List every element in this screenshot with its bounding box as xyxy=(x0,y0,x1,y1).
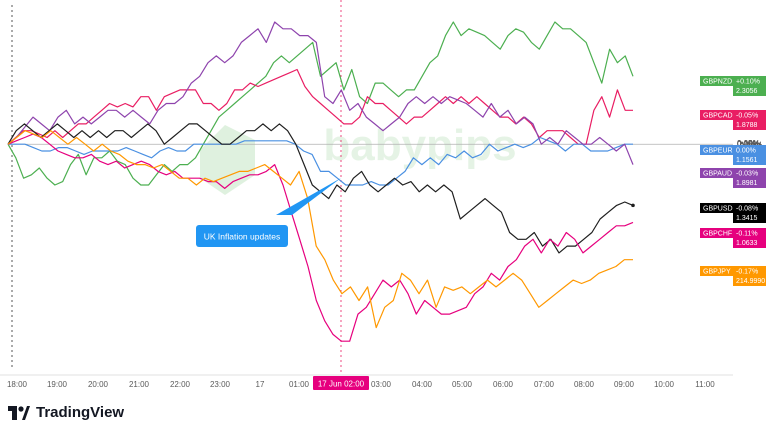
y-tick-label: 0.05% xyxy=(737,140,760,149)
series-label-value-box xyxy=(733,228,766,248)
x-tick-label: 21:00 xyxy=(129,380,150,389)
x-tick-label: 17 xyxy=(256,380,265,389)
watermark-text: babypips xyxy=(323,121,516,170)
series-line-gbpusd xyxy=(7,123,634,254)
series-label-name-box xyxy=(700,203,733,213)
annotation-pointer xyxy=(276,178,341,215)
x-tick-label: 03:00 xyxy=(371,380,392,389)
x-tick-label: 11:00 xyxy=(695,380,715,389)
series-label-price: 2.3056 xyxy=(736,88,758,95)
series-label-change: -0.11% xyxy=(736,231,758,238)
series-label-price: 1.1561 xyxy=(736,157,758,164)
tradingview-brand[interactable]: TradingView xyxy=(8,404,124,421)
series-label-name: GBPAUD xyxy=(703,171,732,178)
series-label-name: GBPCAD xyxy=(703,113,733,120)
series-label-name-box xyxy=(700,266,733,276)
series-label-name-box xyxy=(700,76,733,86)
series-label-name-box xyxy=(700,228,733,238)
series-label-name-box xyxy=(700,168,733,178)
series-line-gbpchf xyxy=(7,133,634,342)
x-tick-label: 20:00 xyxy=(88,380,109,389)
series-label-name: GBPEUR xyxy=(703,148,733,155)
x-tick-label: 10:00 xyxy=(654,380,675,389)
y-tick-label: 0.15% xyxy=(737,139,760,148)
series-line-gbpcad xyxy=(7,68,633,145)
x-tick-label: 09:00 xyxy=(614,380,635,389)
series-end-dot xyxy=(631,203,635,208)
x-tick-label: 18:00 xyxy=(7,380,28,389)
brand-name: TradingView xyxy=(36,404,125,421)
tradingview-logo-icon xyxy=(8,405,30,420)
series-label-value-box xyxy=(733,76,766,96)
series-label-price: 1.8788 xyxy=(736,122,758,129)
series-label-value-box xyxy=(733,266,766,286)
series-label-price: 1.0633 xyxy=(736,240,758,247)
x-tick-label: 01:00 xyxy=(289,380,310,389)
series-label-name: GBPJPY xyxy=(703,269,731,276)
x-tick-label: 08:00 xyxy=(574,380,595,389)
series-line-gbpaud xyxy=(7,21,634,165)
x-tick-label: 04:00 xyxy=(412,380,433,389)
y-tick-label: 0.00% xyxy=(737,140,760,149)
series-label-change: -0.17% xyxy=(736,269,758,276)
series-label-price: 1.8981 xyxy=(736,180,758,187)
x-tick-label: 05:00 xyxy=(452,380,473,389)
series-label-name: GBPNZD xyxy=(703,79,732,86)
event-marker-badge xyxy=(313,376,369,390)
x-tick-label: 22:00 xyxy=(170,380,191,389)
annotation-text: UK Inflation updates xyxy=(204,232,281,242)
x-tick-label: 07:00 xyxy=(534,380,555,389)
series-label-change: -0.03% xyxy=(736,171,758,178)
series-label-change: 0.00% xyxy=(736,148,756,155)
series-line-gbpnzd xyxy=(7,21,634,186)
x-tick-label: 06:00 xyxy=(493,380,514,389)
x-tick-label: 19:00 xyxy=(47,380,68,389)
y-tick-label: 0.10% xyxy=(737,140,760,149)
series-label-value-box xyxy=(733,110,766,130)
chart-area: babypips 18:00 19:00 20:00 21:00 22:00 23:00 17… xyxy=(0,0,766,390)
series-label-price: 1.3415 xyxy=(736,215,758,222)
x-tick-label: 23:00 xyxy=(210,380,231,389)
series-label-change: +0.10% xyxy=(736,79,760,86)
series-label-change: -0.08% xyxy=(736,206,758,213)
series-label-name-box xyxy=(700,145,733,155)
series-label-name: GBPUSD xyxy=(703,206,733,213)
series-label-value-box xyxy=(733,145,766,165)
y-tick-label: 0.20% xyxy=(737,139,760,148)
annotation-box xyxy=(196,225,288,247)
series-label-price: 214.9990 xyxy=(736,278,765,285)
series-label-name-box xyxy=(700,110,733,120)
event-marker-label: 17 Jun 02:00 xyxy=(318,380,365,389)
series-line-gbpjpy xyxy=(7,130,633,329)
series-label-change: -0.05% xyxy=(736,113,758,120)
series-label-value-box xyxy=(733,203,766,223)
series-label-name: GBPCHF xyxy=(703,231,732,238)
series-label-value-box xyxy=(733,168,766,188)
